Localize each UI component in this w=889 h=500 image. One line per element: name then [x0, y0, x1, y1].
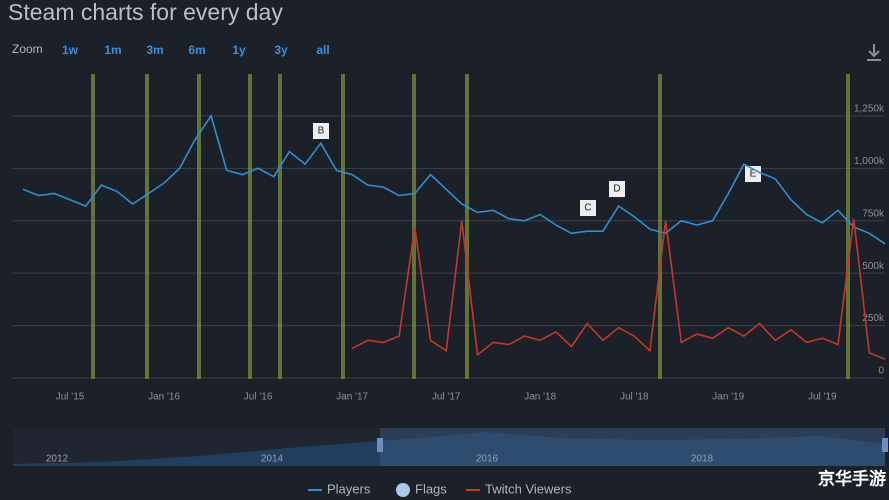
annotation-label: B: [318, 126, 325, 137]
navigator-selection[interactable]: [380, 428, 885, 466]
y-tick-label: 500k: [862, 261, 885, 272]
navigator-label: 2014: [261, 454, 284, 465]
navigator: 2012 2014 2016 2018: [13, 428, 888, 466]
x-tick-label: Jan '19: [712, 392, 744, 403]
y-tick-label: 1,000k: [854, 156, 885, 167]
navigator-label: 2012: [46, 454, 69, 465]
zoom-button[interactable]: 1w: [62, 43, 79, 57]
watermark: 京华手游: [818, 468, 886, 488]
zoom-button[interactable]: 1m: [104, 43, 121, 57]
flag-bar[interactable]: [341, 74, 345, 379]
flag-bar[interactable]: [658, 74, 662, 379]
navigator-handle[interactable]: [377, 438, 383, 452]
flag-bar[interactable]: [412, 74, 416, 379]
flag-bar[interactable]: [248, 74, 252, 379]
x-tick-label: Jul '19: [808, 392, 837, 403]
annotation-box[interactable]: [609, 181, 625, 197]
annotation-box[interactable]: [745, 166, 761, 182]
legend-label[interactable]: Flags: [415, 481, 447, 496]
download-glyph: [867, 44, 881, 61]
y-tick-label: 250k: [862, 313, 885, 324]
flag-bar[interactable]: [145, 74, 149, 379]
annotation-box[interactable]: [313, 123, 329, 139]
legend-flags-symbol: [396, 483, 410, 497]
flag-bar[interactable]: [278, 74, 282, 379]
navigator-label: 2016: [476, 454, 499, 465]
zoom-button[interactable]: 3y: [274, 43, 288, 57]
y-tick-label: 1,250k: [854, 104, 885, 115]
x-tick-label: Jul '17: [432, 392, 461, 403]
x-tick-label: Jul '16: [244, 392, 273, 403]
annotations: B C D E: [313, 123, 761, 216]
flag-bar[interactable]: [91, 74, 95, 379]
x-tick-label: Jan '17: [336, 392, 368, 403]
x-tick-label: Jan '18: [524, 392, 556, 403]
x-tick-label: Jul '18: [620, 392, 649, 403]
flag-bar[interactable]: [846, 74, 850, 379]
annotation-label: E: [750, 169, 757, 180]
download-icon[interactable]: [867, 44, 881, 61]
series-line: [351, 218, 886, 360]
zoom-button[interactable]: 1y: [232, 43, 246, 57]
annotation-label: C: [584, 203, 591, 214]
navigator-handle[interactable]: [882, 438, 888, 452]
navigator-area: [13, 432, 885, 466]
zoom-button[interactable]: all: [316, 43, 329, 57]
annotation-label: D: [613, 184, 620, 195]
x-tick-label: Jul '15: [56, 392, 85, 403]
flags: [91, 74, 850, 379]
zoom-label: Zoom: [12, 42, 43, 56]
zoom-button[interactable]: 6m: [188, 43, 205, 57]
series-line: [22, 114, 886, 245]
chart-title: Steam charts for every day: [8, 0, 283, 25]
y-tick-label: 0: [878, 366, 884, 377]
annotation-box[interactable]: [580, 200, 596, 216]
x-tick-label: Jan '16: [148, 392, 180, 403]
flag-bar[interactable]: [465, 74, 469, 379]
navigator-label: 2018: [691, 454, 714, 465]
legend-label[interactable]: Players: [327, 481, 371, 496]
legend-label[interactable]: Twitch Viewers: [485, 481, 572, 496]
flag-bar[interactable]: [197, 74, 201, 379]
y-tick-label: 750k: [862, 208, 885, 219]
zoom-button[interactable]: 3m: [146, 43, 163, 57]
